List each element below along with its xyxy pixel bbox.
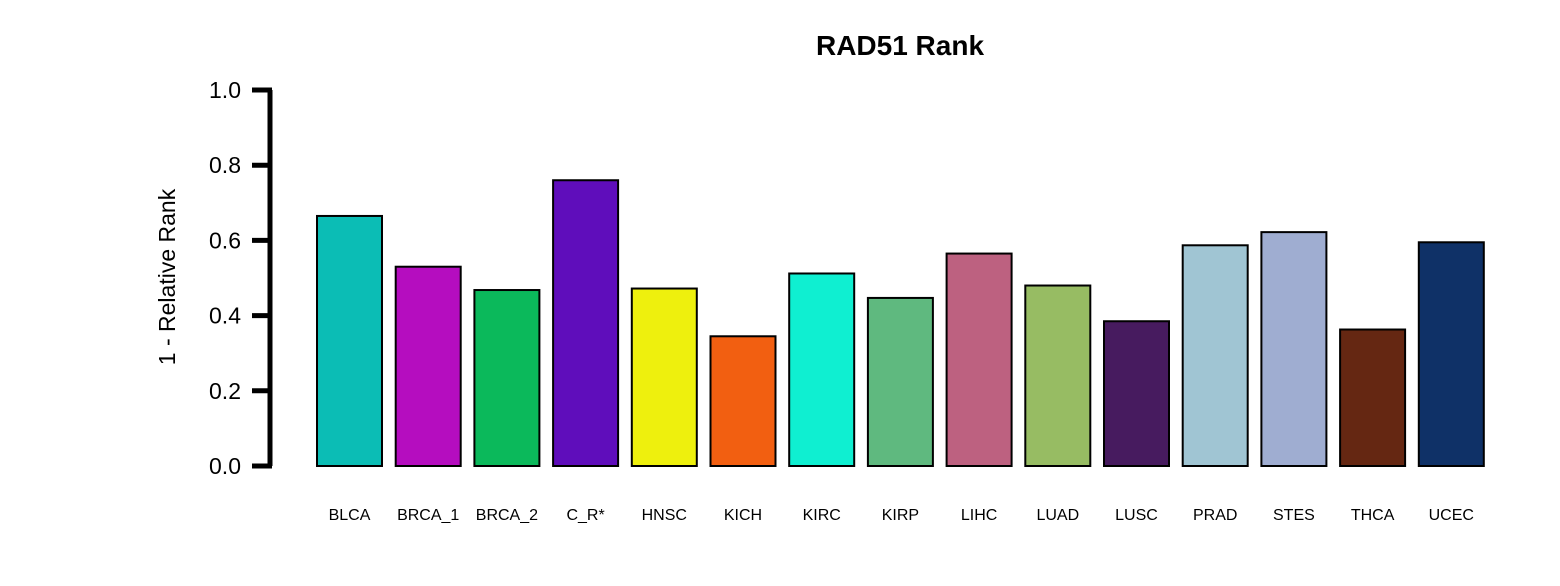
x-tick-label: STES xyxy=(1273,507,1315,524)
y-axis: 0.0 0.2 0.4 0.6 0.8 1.0 xyxy=(209,77,273,479)
bar-kich xyxy=(709,335,777,467)
x-tick-label: BRCA_2 xyxy=(476,507,538,524)
y-axis-label: 1 - Relative Rank xyxy=(154,188,180,365)
y-tick-label: 0.0 xyxy=(209,453,241,479)
bar-brca-2 xyxy=(473,289,541,468)
x-tick-label: UCEC xyxy=(1429,507,1474,524)
bar-hnsc xyxy=(630,287,698,468)
bar-brca-1 xyxy=(394,265,462,467)
x-tick-label: KIRP xyxy=(882,507,919,524)
bar-ucec xyxy=(1417,241,1485,467)
chart-title: RAD51 Rank xyxy=(816,30,984,61)
bar-kirp xyxy=(866,296,934,468)
y-tick-label: 0.8 xyxy=(209,152,241,178)
bar-lusc xyxy=(1103,320,1170,467)
y-tick-label: 0.2 xyxy=(209,378,241,404)
bars xyxy=(316,179,1485,468)
y-tick-label: 0.4 xyxy=(209,303,241,329)
bar-c-r xyxy=(552,179,620,468)
x-tick-label: LUSC xyxy=(1115,507,1158,524)
bar-kirc xyxy=(788,272,856,467)
bar-thca xyxy=(1339,328,1407,467)
x-tick-label: BRCA_1 xyxy=(397,507,459,524)
x-tick-label: LIHC xyxy=(961,507,997,524)
x-tick-label: HNSC xyxy=(642,507,687,524)
x-tick-label: LUAD xyxy=(1036,507,1079,524)
bar-blca xyxy=(316,214,383,467)
bar-prad xyxy=(1181,244,1249,467)
x-axis-labels: BLCA BRCA_1 BRCA_2 C_R* HNSC KICH KIRC KIRP LIHC… xyxy=(329,507,1474,524)
y-tick-label: 1.0 xyxy=(209,77,241,103)
x-tick-label: THCA xyxy=(1351,507,1395,524)
bar-lihc xyxy=(945,252,1013,467)
x-tick-label: KIRC xyxy=(803,507,841,524)
x-tick-label: KICH xyxy=(724,507,762,524)
x-tick-label: BLCA xyxy=(329,507,371,524)
x-tick-label: C_R* xyxy=(566,507,604,524)
y-tick-label: 0.6 xyxy=(209,227,241,253)
x-tick-label: PRAD xyxy=(1193,507,1237,524)
bar-luad xyxy=(1024,284,1092,467)
bar-stes xyxy=(1260,231,1328,467)
